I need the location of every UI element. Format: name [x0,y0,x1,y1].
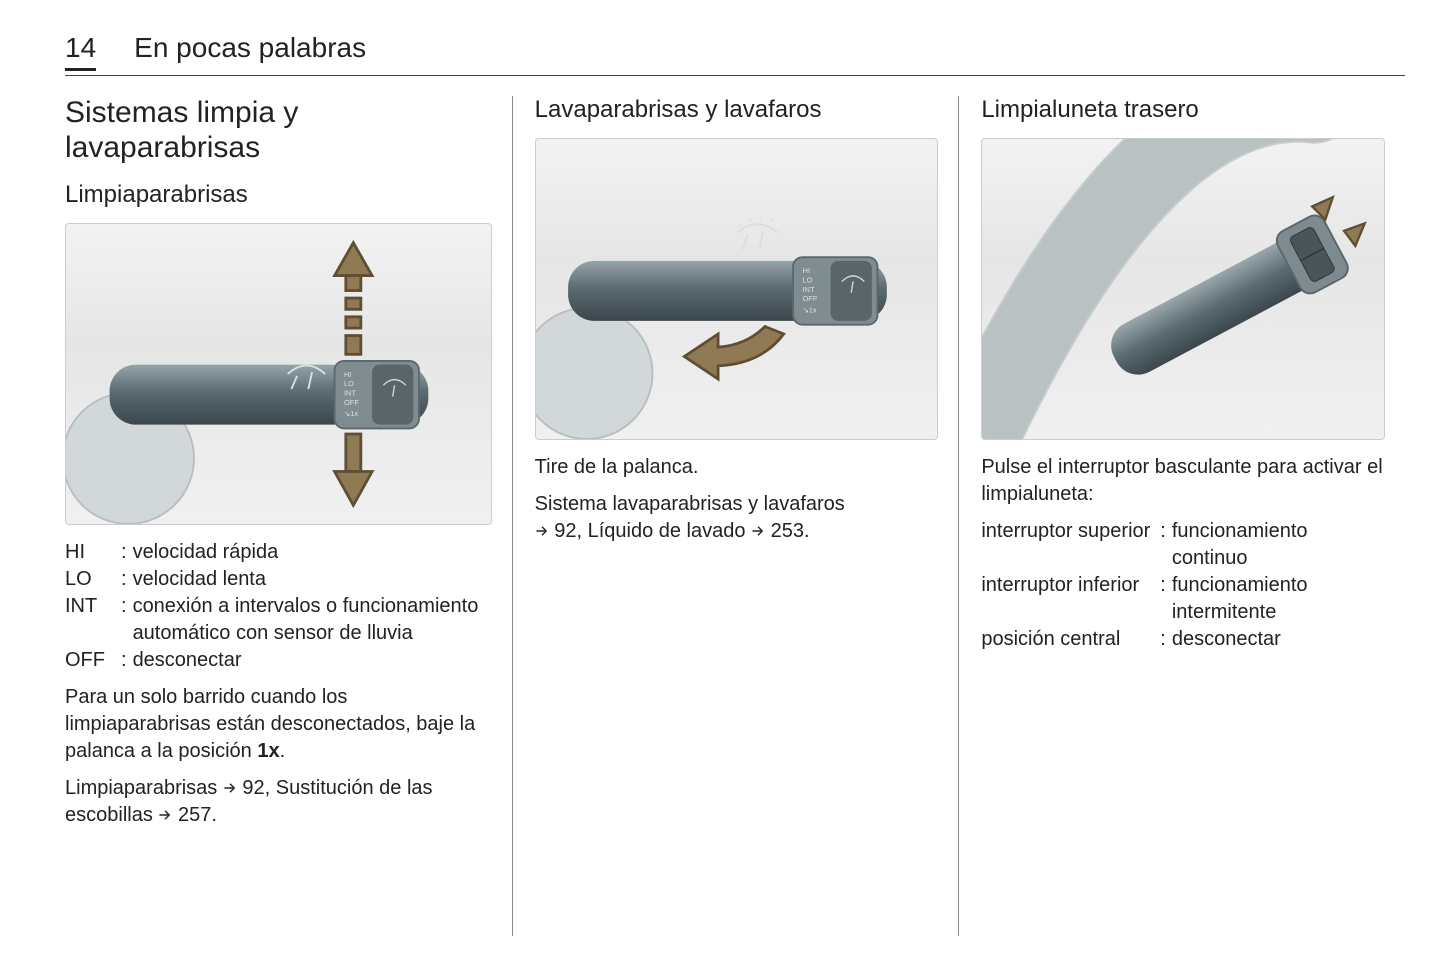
definition-key: LO [65,566,115,593]
col2-para2: Sistema lavaparabrisas y lavafaros 92, L… [535,491,937,545]
figure-wiper-rocker [981,138,1385,440]
definition-key: HI [65,539,115,566]
ref-arrow-icon [158,808,172,822]
definition-value: funcionamiento continuo [1172,518,1383,572]
page-number: 14 [65,32,96,71]
column-1: Sistemas limpia y lavaparabrisas Limpiap… [65,96,512,936]
svg-text:LO: LO [344,379,354,388]
definition-sep: : [1154,572,1172,626]
svg-text:LO: LO [802,275,812,284]
definition-row: INT:conexión a intervalos o funcionamien… [65,593,490,647]
definition-value: conexión a intervalos o funcionamiento a… [133,593,490,647]
definition-row: posición central:desconectar [981,626,1383,653]
definition-sep: : [115,593,133,647]
definition-row: LO:velocidad lenta [65,566,490,593]
col3-para1: Pulse el interruptor basculante para act… [981,454,1383,508]
definition-sep: : [115,566,133,593]
ref-arrow-icon [751,524,765,538]
ref: 92 [554,520,576,542]
ref: 253 [771,520,804,542]
definition-value: velocidad lenta [133,566,490,593]
col1-para2: Limpiaparabrisas 92, Sustitución de las … [65,775,490,829]
content-columns: Sistemas limpia y lavaparabrisas Limpiap… [65,96,1405,936]
figure-wiper-stalk-pull: HI LO INT OFF ↘1x [535,138,939,440]
definition-value: desconectar [1172,626,1383,653]
definition-value: desconectar [133,647,490,674]
section-title: En pocas palabras [134,32,366,64]
definition-value: funcionamiento intermitente [1172,572,1383,626]
text: . [280,740,286,762]
svg-text:HI: HI [802,266,810,275]
text: . [211,804,217,826]
col1-para1: Para un solo barrido cuando los limpiapa… [65,684,490,765]
definition-key: INT [65,593,115,647]
col1-heading: Sistemas limpia y lavaparabrisas [65,96,490,165]
text: Sistema lavaparabrisas y lavafaros [535,493,845,515]
definition-key: OFF [65,647,115,674]
svg-text:↘1x: ↘1x [802,305,816,314]
svg-text:↘1x: ↘1x [344,409,358,418]
col3-definitions: interruptor superior:funcionamiento cont… [981,518,1383,653]
ref-arrow-icon [535,524,549,538]
definition-row: OFF:desconectar [65,647,490,674]
definition-key: posición central [981,626,1154,653]
column-2: Lavaparabrisas y lavafaros [512,96,959,936]
definition-row: HI:velocidad rápida [65,539,490,566]
svg-text:OFF: OFF [344,398,359,407]
ref: 92 [242,777,264,799]
definition-key: interruptor superior [981,518,1154,572]
manual-page: 14 En pocas palabras Sistemas limpia y l… [0,0,1445,965]
figure-wiper-stalk-updown: HI LO INT OFF ↘1x [65,223,492,525]
definition-sep: : [1154,626,1172,653]
svg-text:HI: HI [344,370,352,379]
column-3: Limpialuneta trasero [958,96,1405,936]
text: . [804,520,810,542]
svg-text:INT: INT [802,285,815,294]
col1-definitions: HI:velocidad rápidaLO:velocidad lentaINT… [65,539,490,674]
col1-subheading: Limpiaparabrisas [65,181,490,209]
ref: 257 [178,804,211,826]
definition-sep: : [115,647,133,674]
definition-value: velocidad rápida [133,539,490,566]
col2-para1: Tire de la palanca. [535,454,937,481]
definition-sep: : [115,539,133,566]
bold-1x: 1x [257,740,279,762]
definition-key: interruptor infe­rior [981,572,1154,626]
definition-sep: : [1154,518,1172,572]
svg-text:INT: INT [344,389,357,398]
svg-text:OFF: OFF [802,294,817,303]
col2-heading: Lavaparabrisas y lavafaros [535,96,937,124]
col3-heading: Limpialuneta trasero [981,96,1383,124]
text: Limpiaparabrisas [65,777,223,799]
text: , Líquido de lavado [576,520,751,542]
page-header: 14 En pocas palabras [65,32,1405,76]
ref-arrow-icon [223,781,237,795]
definition-row: interruptor infe­rior:funcionamiento int… [981,572,1383,626]
definition-row: interruptor superior:funcionamiento cont… [981,518,1383,572]
